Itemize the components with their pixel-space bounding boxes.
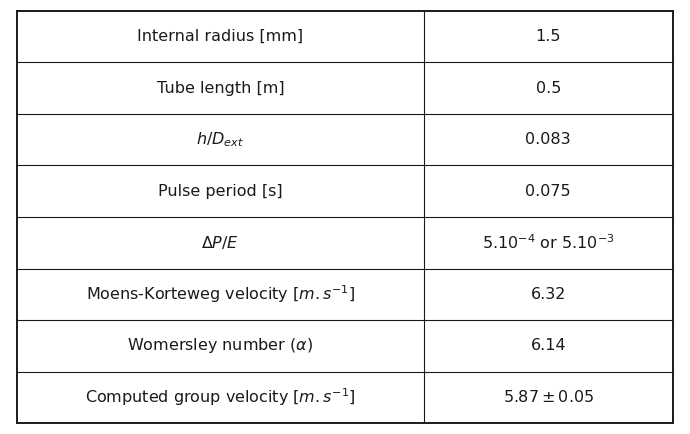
Text: Tube length [m]: Tube length [m] — [157, 81, 284, 95]
Text: 0.5: 0.5 — [535, 81, 561, 95]
Text: 6.32: 6.32 — [531, 287, 566, 302]
Text: $h/D_{ext}$: $h/D_{ext}$ — [197, 130, 244, 149]
Text: 1.5: 1.5 — [535, 29, 561, 44]
Text: Computed group velocity $[m.s^{-1}]$: Computed group velocity $[m.s^{-1}]$ — [85, 387, 356, 408]
Text: $5.10^{-4}$ or $5.10^{-3}$: $5.10^{-4}$ or $5.10^{-3}$ — [482, 233, 615, 252]
Text: $5.87 \pm 0.05$: $5.87 \pm 0.05$ — [502, 389, 594, 405]
Text: Pulse period [s]: Pulse period [s] — [158, 184, 283, 199]
Text: 0.083: 0.083 — [525, 132, 571, 147]
Text: 6.14: 6.14 — [531, 339, 566, 353]
Text: Moens-Korteweg velocity $[m.s^{-1}]$: Moens-Korteweg velocity $[m.s^{-1}]$ — [86, 283, 355, 305]
Text: 0.075: 0.075 — [525, 184, 571, 199]
Text: Womersley number ($\alpha$): Womersley number ($\alpha$) — [128, 336, 313, 355]
Text: Internal radius [mm]: Internal radius [mm] — [137, 29, 304, 44]
Text: $\Delta P/E$: $\Delta P/E$ — [201, 234, 239, 251]
